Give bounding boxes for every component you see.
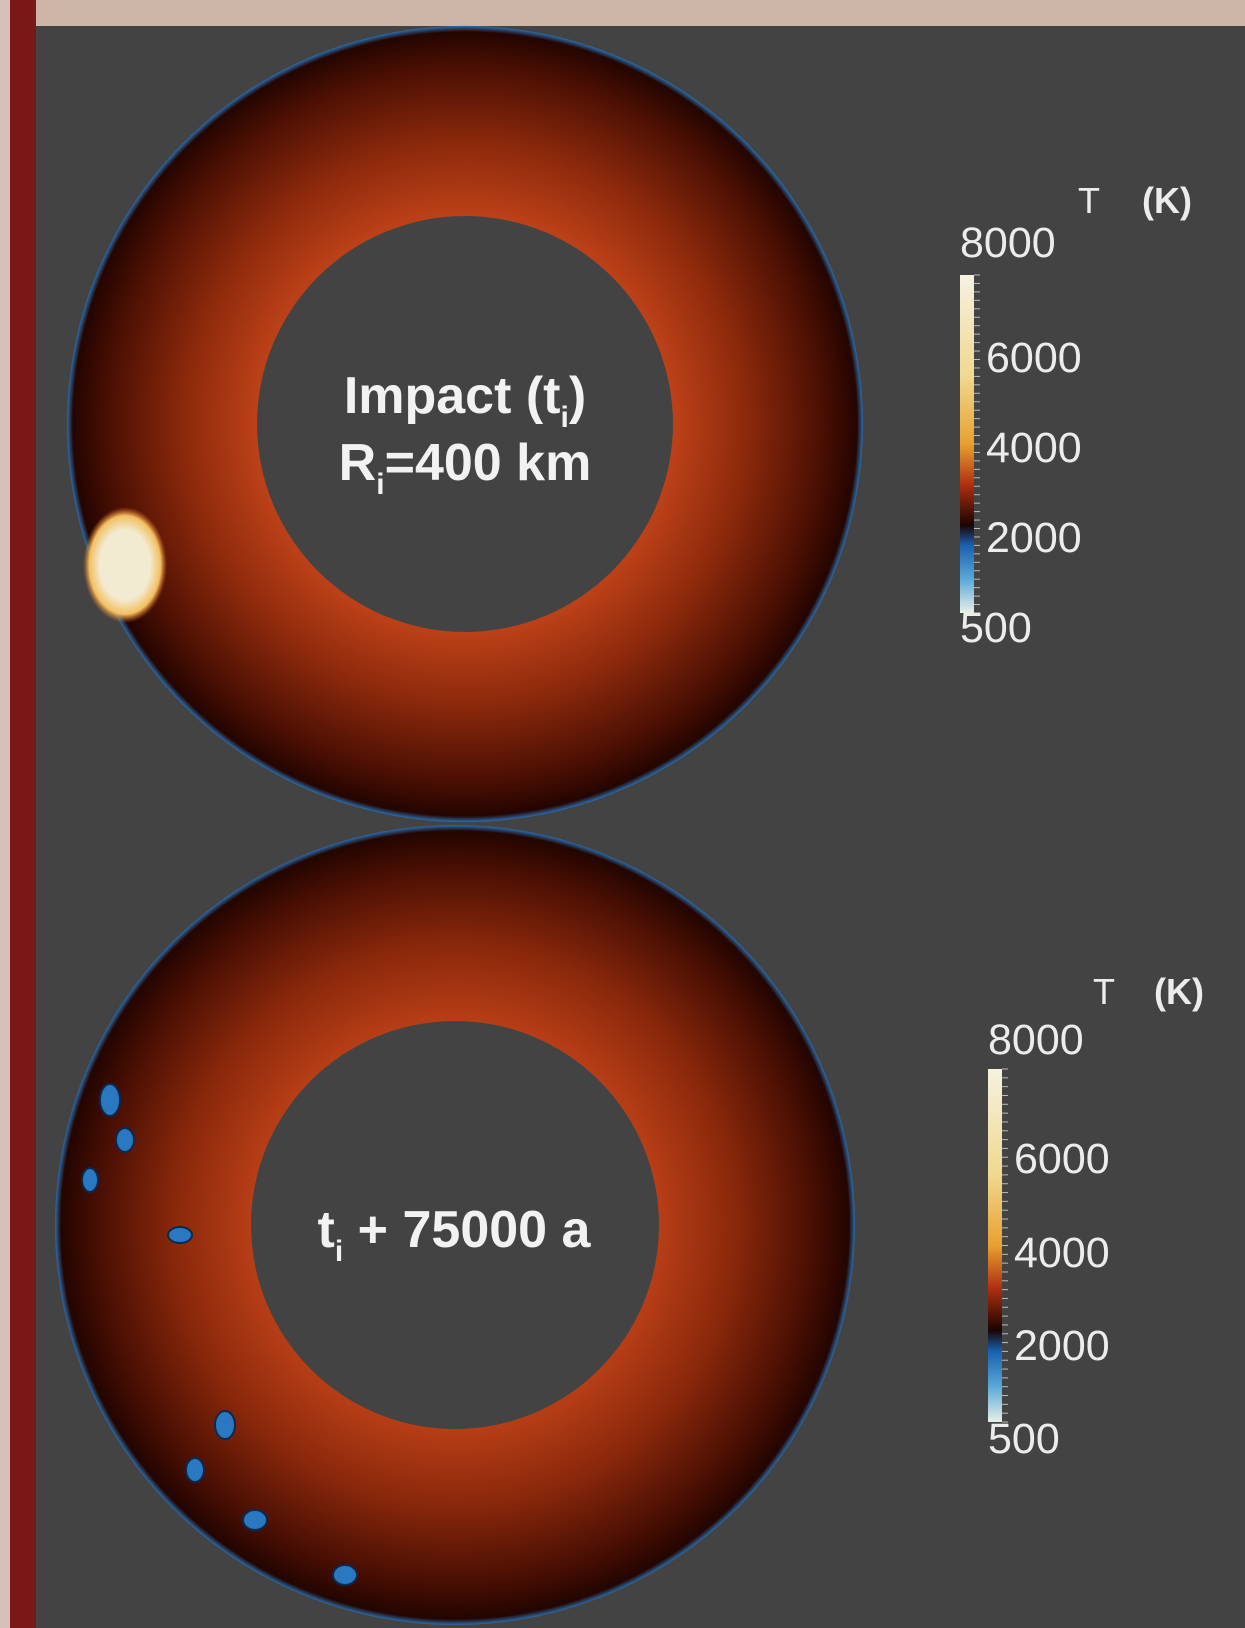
panel-label: ti + 75000 a	[318, 1201, 592, 1268]
colorbar-tick-label: 6000	[1014, 1135, 1110, 1183]
mantle-annulus	[55, 825, 855, 1625]
mantle-annulus	[66, 25, 863, 823]
panels	[55, 25, 863, 1625]
panel-label: Ri=400 km	[339, 434, 592, 501]
label-text: =400 km	[385, 434, 592, 492]
colorbar	[960, 275, 974, 613]
label-text: + 75000 a	[343, 1201, 591, 1259]
colorbar-unit: (K)	[1154, 971, 1204, 1012]
left-edge	[0, 0, 10, 1628]
colorbar-unit: (K)	[1142, 180, 1192, 221]
label-text: Impact (t	[344, 367, 561, 425]
label-subscript: i	[561, 401, 569, 434]
colorbar-title: T	[1078, 180, 1100, 221]
colorbar-tick-label: 4000	[986, 424, 1082, 472]
colorbar-tick-label: 8000	[960, 219, 1056, 267]
colorbar-title: T	[1093, 971, 1115, 1012]
colorbar	[988, 1069, 1002, 1422]
colorbar-tick-label: 8000	[988, 1016, 1084, 1064]
colorbar-tick-label: 2000	[1014, 1322, 1110, 1370]
impact-hotspot	[83, 507, 167, 623]
colorbar-tick-label: 500	[988, 1415, 1060, 1463]
colorbar-tick-label: 6000	[986, 334, 1082, 382]
label-subscript: i	[376, 468, 384, 501]
top-strip	[0, 0, 1245, 26]
cold-blobs	[81, 1083, 358, 1586]
label-subscript: i	[335, 1235, 343, 1268]
label-text: R	[339, 434, 377, 492]
panel-label: Impact (ti)	[344, 367, 586, 434]
colorbar-tick-label: 2000	[986, 514, 1082, 562]
label-text: t	[318, 1201, 335, 1259]
label-text: )	[569, 367, 586, 425]
colorbar-tick-label: 4000	[1014, 1229, 1110, 1277]
colorbar-tick-label: 500	[960, 604, 1032, 652]
labels: Impact (ti)Ri=400 kmT (K)8000600040002000…	[318, 180, 1204, 1463]
